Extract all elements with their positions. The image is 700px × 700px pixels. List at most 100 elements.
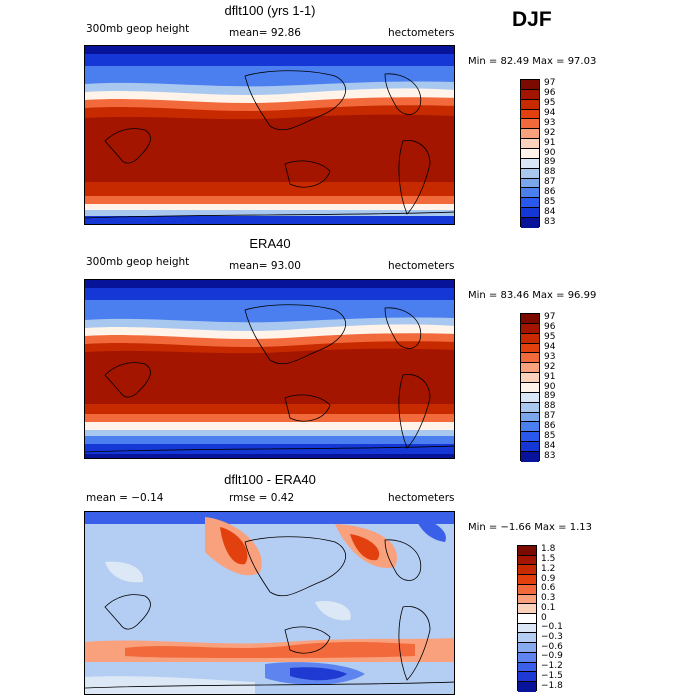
colorbar-box xyxy=(521,168,539,179)
panel-diff-field xyxy=(85,512,454,694)
panel-diff-mean-label: mean = −0.14 xyxy=(86,492,164,504)
panel-model-units-label: hectometers xyxy=(388,27,455,39)
colorbar-label: 1.2 xyxy=(541,563,556,574)
panel-obs-mean-label: mean= 93.00 xyxy=(229,260,301,272)
colorbar-box xyxy=(518,672,536,683)
panel-obs-units-label: hectometers xyxy=(388,260,455,272)
colorbar-box xyxy=(521,208,539,219)
colorbar-label: 83 xyxy=(544,216,556,227)
colorbar-label: 0.1 xyxy=(541,602,556,613)
colorbar-label: 96 xyxy=(544,88,556,99)
colorbar-label: 1.5 xyxy=(541,554,556,565)
panel-diff-map xyxy=(84,511,455,695)
colorbar-box xyxy=(521,80,539,90)
colorbar-box xyxy=(521,422,539,433)
colorbar-label: 90 xyxy=(544,147,556,158)
panel-obs-field xyxy=(85,280,454,458)
colorbar-box xyxy=(521,218,539,228)
colorbar-label: 88 xyxy=(544,167,556,178)
panel-model-minmax: Min = 82.49 Max = 97.03 xyxy=(468,56,597,67)
panel-obs-variable-label: 300mb geop height xyxy=(86,256,190,268)
colorbar-label: 96 xyxy=(544,322,556,333)
colorbar-box xyxy=(521,314,539,324)
panel-diff-title: dflt100 - ERA40 xyxy=(224,472,316,487)
panel-model-variable-label: 300mb geop height xyxy=(86,23,190,35)
colorbar-box xyxy=(521,432,539,443)
panel-model-mean-label: mean= 92.86 xyxy=(229,27,301,39)
colorbar-label: 1.8 xyxy=(541,544,556,555)
colorbar-label: 86 xyxy=(544,186,556,197)
colorbar-box xyxy=(521,89,539,100)
panel-obs-title: ERA40 xyxy=(249,236,291,251)
colorbar-box xyxy=(521,373,539,384)
colorbar-box xyxy=(518,604,536,615)
colorbar-label: 86 xyxy=(544,420,556,431)
colorbar-label: −0.9 xyxy=(541,651,563,662)
panel-model-field xyxy=(85,46,454,224)
colorbar-box xyxy=(521,198,539,209)
colorbar-box xyxy=(521,452,539,462)
colorbar-box xyxy=(521,392,539,403)
colorbar-box xyxy=(518,555,536,566)
colorbar-label: 0.9 xyxy=(541,573,556,584)
colorbar-box xyxy=(521,119,539,130)
colorbar-label: 89 xyxy=(544,391,556,402)
colorbar-label: 84 xyxy=(544,206,556,217)
colorbar-box xyxy=(521,139,539,150)
colorbar-label: 92 xyxy=(544,361,556,372)
colorbar-box xyxy=(518,575,536,585)
colorbar-box xyxy=(521,109,539,120)
colorbar-box xyxy=(521,158,539,169)
colorbar-label: 87 xyxy=(544,411,556,422)
colorbar-label: 91 xyxy=(544,137,556,148)
panel-obs-map xyxy=(84,279,455,459)
colorbar-box xyxy=(518,565,536,576)
colorbar-box xyxy=(521,178,539,189)
colorbar-box xyxy=(521,149,539,159)
colorbar-label: 94 xyxy=(544,108,556,119)
colorbar-label: 95 xyxy=(544,332,556,343)
colorbar-label: 0.6 xyxy=(541,583,556,594)
colorbar-label: 0 xyxy=(541,612,547,623)
colorbar-label: −0.3 xyxy=(541,631,563,642)
panel-obs-colorbar xyxy=(520,313,540,462)
colorbar-label: 91 xyxy=(544,371,556,382)
panel-model-map xyxy=(84,45,455,225)
colorbar-label: 88 xyxy=(544,401,556,412)
colorbar-box xyxy=(518,662,536,673)
colorbar-box xyxy=(521,323,539,334)
colorbar-label: 90 xyxy=(544,381,556,392)
colorbar-label: 85 xyxy=(544,430,556,441)
panel-model-colorbar xyxy=(520,79,540,228)
colorbar-label: −1.8 xyxy=(541,680,563,691)
colorbar-label: 93 xyxy=(544,351,556,362)
colorbar-label: 94 xyxy=(544,342,556,353)
colorbar-box xyxy=(521,363,539,374)
colorbar-box xyxy=(518,652,536,663)
colorbar-box xyxy=(521,383,539,393)
colorbar-box xyxy=(521,412,539,423)
colorbar-box xyxy=(518,584,536,595)
panel-diff-units-label: hectometers xyxy=(388,492,455,504)
panel-diff-rmse-label: rmse = 0.42 xyxy=(229,492,295,504)
colorbar-box xyxy=(518,682,536,692)
colorbar-box xyxy=(521,353,539,364)
colorbar-box xyxy=(521,129,539,140)
colorbar-box xyxy=(518,643,536,653)
colorbar-box xyxy=(518,614,536,624)
colorbar-box xyxy=(518,633,536,644)
colorbar-box xyxy=(521,402,539,413)
colorbar-box xyxy=(521,343,539,354)
season-label: DJF xyxy=(512,8,552,31)
colorbar-box xyxy=(521,333,539,344)
colorbar-label: −1.5 xyxy=(541,670,563,681)
colorbar-label: −1.2 xyxy=(541,661,563,672)
colorbar-label: 95 xyxy=(544,98,556,109)
colorbar-label: 89 xyxy=(544,157,556,168)
panel-obs-minmax: Min = 83.46 Max = 96.99 xyxy=(468,290,597,301)
panel-diff-colorbar xyxy=(517,545,537,692)
colorbar-label: −0.6 xyxy=(541,641,563,652)
colorbar-label: 0.3 xyxy=(541,593,556,604)
colorbar-label: 84 xyxy=(544,440,556,451)
colorbar-box xyxy=(518,546,536,556)
